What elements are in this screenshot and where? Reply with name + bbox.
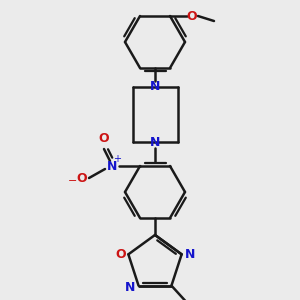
Text: O: O xyxy=(77,172,87,184)
Text: N: N xyxy=(150,80,160,94)
Text: N: N xyxy=(125,281,136,294)
Text: −: − xyxy=(68,176,78,186)
Text: +: + xyxy=(113,154,121,164)
Text: O: O xyxy=(115,248,126,261)
Text: O: O xyxy=(99,131,109,145)
Text: N: N xyxy=(184,248,195,261)
Text: O: O xyxy=(187,10,197,22)
Text: N: N xyxy=(150,136,160,148)
Text: N: N xyxy=(107,160,117,172)
